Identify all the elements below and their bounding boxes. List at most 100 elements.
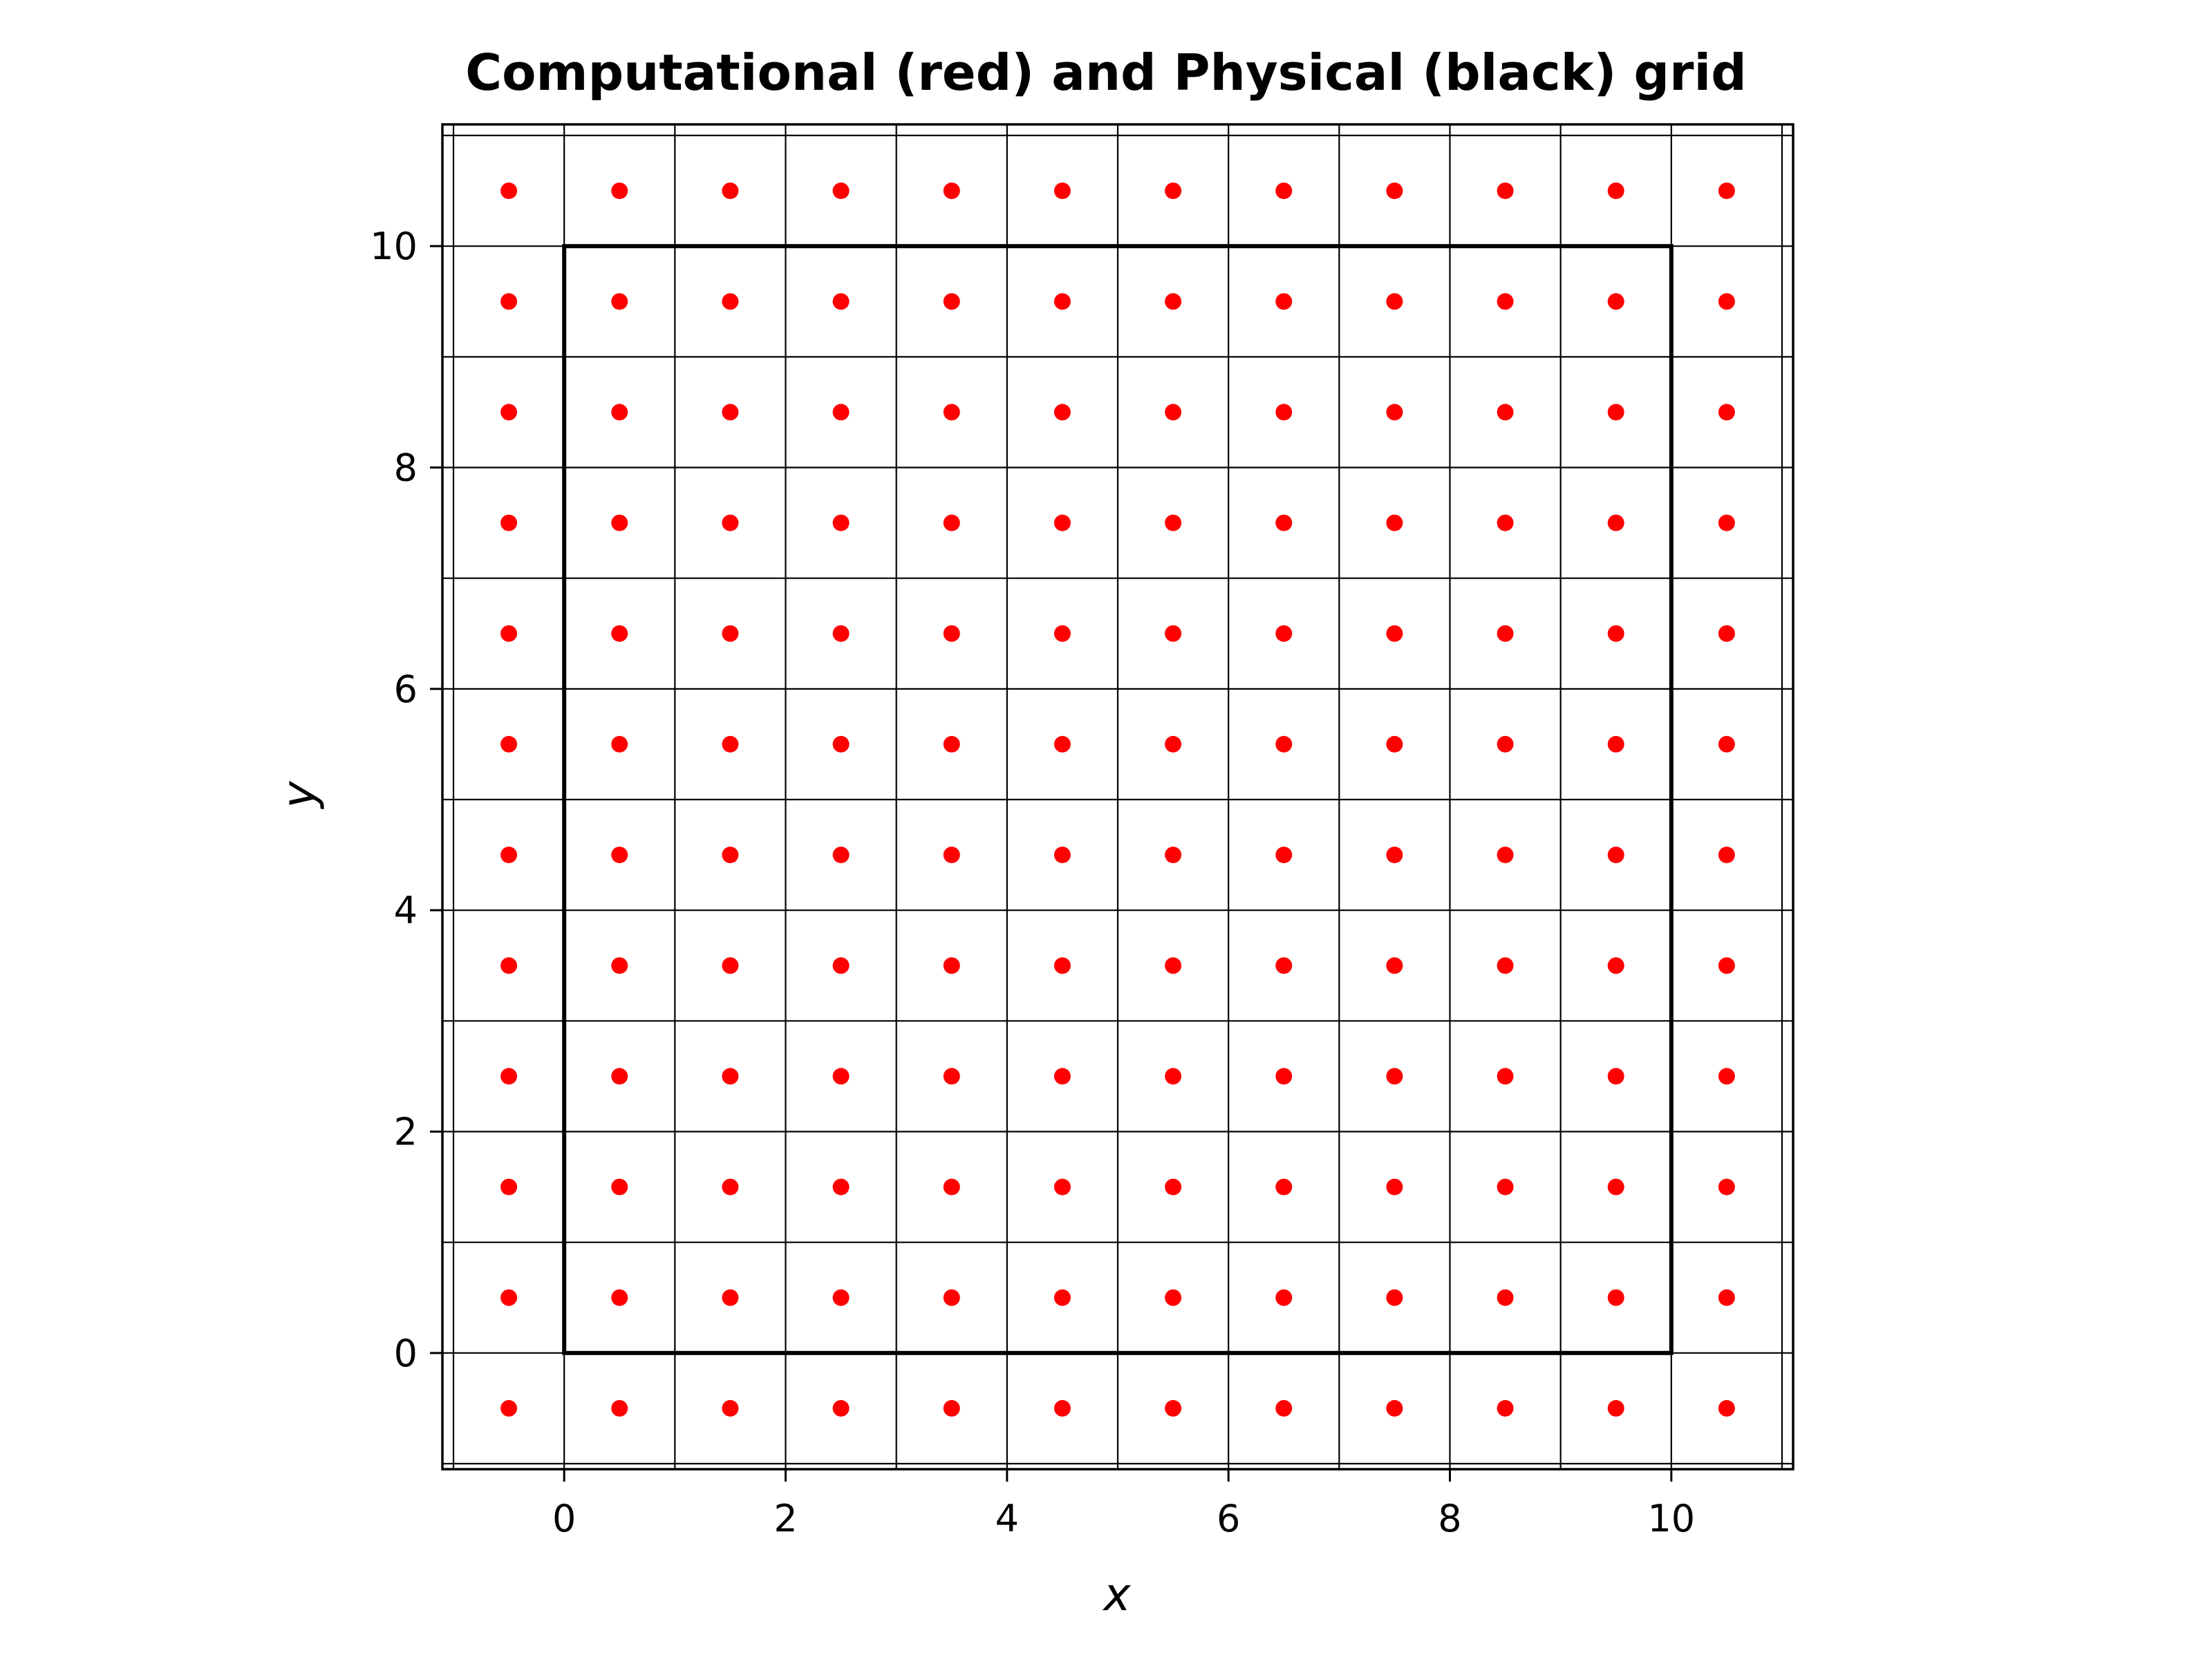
grid-point (943, 625, 960, 642)
y-axis-ticks: 0 2 4 6 8 10 (370, 225, 442, 1375)
grid-point (500, 847, 518, 864)
grid-point (1165, 625, 1182, 642)
axes-frame (441, 123, 1794, 1471)
grid-point (1718, 847, 1735, 864)
grid-point (500, 182, 518, 200)
grid-point (1497, 293, 1514, 310)
x-tick-label: 6 (1217, 1497, 1240, 1540)
grid-point (1386, 182, 1403, 200)
grid-point (832, 1399, 850, 1417)
x-tick-label: 0 (552, 1497, 576, 1540)
grid-point (943, 1178, 960, 1196)
y-tick-label: 8 (394, 446, 418, 490)
grid-point (500, 957, 518, 974)
grid-point (611, 1068, 628, 1085)
grid-point (1053, 957, 1071, 974)
grid-point (1165, 1399, 1182, 1417)
grid-point (500, 1068, 518, 1085)
grid-point (1053, 735, 1071, 753)
grid-point (832, 625, 850, 642)
grid-point (1275, 182, 1293, 200)
grid-point (500, 625, 518, 642)
grid-point (1718, 1289, 1735, 1306)
grid-point (1275, 293, 1293, 310)
grid-point (943, 1068, 960, 1085)
computational-grid-points (500, 182, 1735, 1417)
grid-point (1165, 1289, 1182, 1306)
grid-point (1275, 847, 1293, 864)
y-axis-label: y (272, 781, 326, 810)
x-tick-label: 8 (1438, 1497, 1461, 1540)
grid-point (832, 1068, 850, 1085)
grid-point (1053, 625, 1071, 642)
grid-point (1607, 514, 1624, 531)
grid-point (1386, 1068, 1403, 1085)
grid-point (1718, 957, 1735, 974)
grid-point (1386, 1289, 1403, 1306)
grid-point (1275, 957, 1293, 974)
grid-point (1053, 847, 1071, 864)
y-tick-label: 6 (394, 668, 418, 711)
grid-point (1497, 404, 1514, 421)
grid-point (611, 404, 628, 421)
grid-point (943, 1399, 960, 1417)
grid-point (1718, 1178, 1735, 1196)
grid-point (1718, 514, 1735, 531)
grid-point (722, 1068, 739, 1085)
grid-point (1165, 735, 1182, 753)
grid-lines (442, 124, 1793, 1469)
grid-point (1607, 182, 1624, 200)
grid-point (1386, 514, 1403, 531)
grid-point (500, 1289, 518, 1306)
grid-point (1275, 514, 1293, 531)
grid-point (611, 1178, 628, 1196)
grid-point (500, 1399, 518, 1417)
grid-point (1718, 1068, 1735, 1085)
grid-point (1718, 293, 1735, 310)
grid-point (722, 957, 739, 974)
grid-point (1718, 735, 1735, 753)
grid-point (943, 735, 960, 753)
grid-point (832, 847, 850, 864)
grid-point (832, 293, 850, 310)
grid-point (500, 735, 518, 753)
grid-point (1497, 1178, 1514, 1196)
grid-point (1386, 293, 1403, 310)
grid-point (611, 1399, 628, 1417)
physical-domain-boundary (562, 244, 1674, 1355)
grid-point (943, 182, 960, 200)
grid-point (1275, 1289, 1293, 1306)
grid-point (722, 625, 739, 642)
grid-point (832, 1289, 850, 1306)
grid-point (1165, 1068, 1182, 1085)
grid-point (611, 182, 628, 200)
x-axis-label: x (1102, 1568, 1131, 1621)
grid-point (1497, 957, 1514, 974)
grid-point (1607, 1289, 1624, 1306)
x-axis-ticks: 0 2 4 6 8 10 (552, 1469, 1695, 1540)
grid-point (832, 735, 850, 753)
grid-point (1386, 957, 1403, 974)
physical-domain-rect (562, 244, 1674, 1355)
plot-frame (441, 123, 1794, 1471)
grid-point (1053, 293, 1071, 310)
grid-point (832, 1178, 850, 1196)
y-tick-label: 10 (370, 225, 418, 268)
grid-point (832, 182, 850, 200)
grid-point (943, 847, 960, 864)
grid-point (1275, 404, 1293, 421)
grid-point (1165, 404, 1182, 421)
grid-point (1497, 1068, 1514, 1085)
grid-point (1053, 404, 1071, 421)
grid-point (1275, 1399, 1293, 1417)
grid-point (1497, 182, 1514, 200)
grid-point (611, 625, 628, 642)
y-tick-label: 2 (394, 1110, 418, 1153)
grid-point (722, 735, 739, 753)
grid-point (1165, 847, 1182, 864)
grid-point (500, 514, 518, 531)
grid-point (1497, 1399, 1514, 1417)
grid-point (1497, 514, 1514, 531)
grid-point (1165, 1178, 1182, 1196)
